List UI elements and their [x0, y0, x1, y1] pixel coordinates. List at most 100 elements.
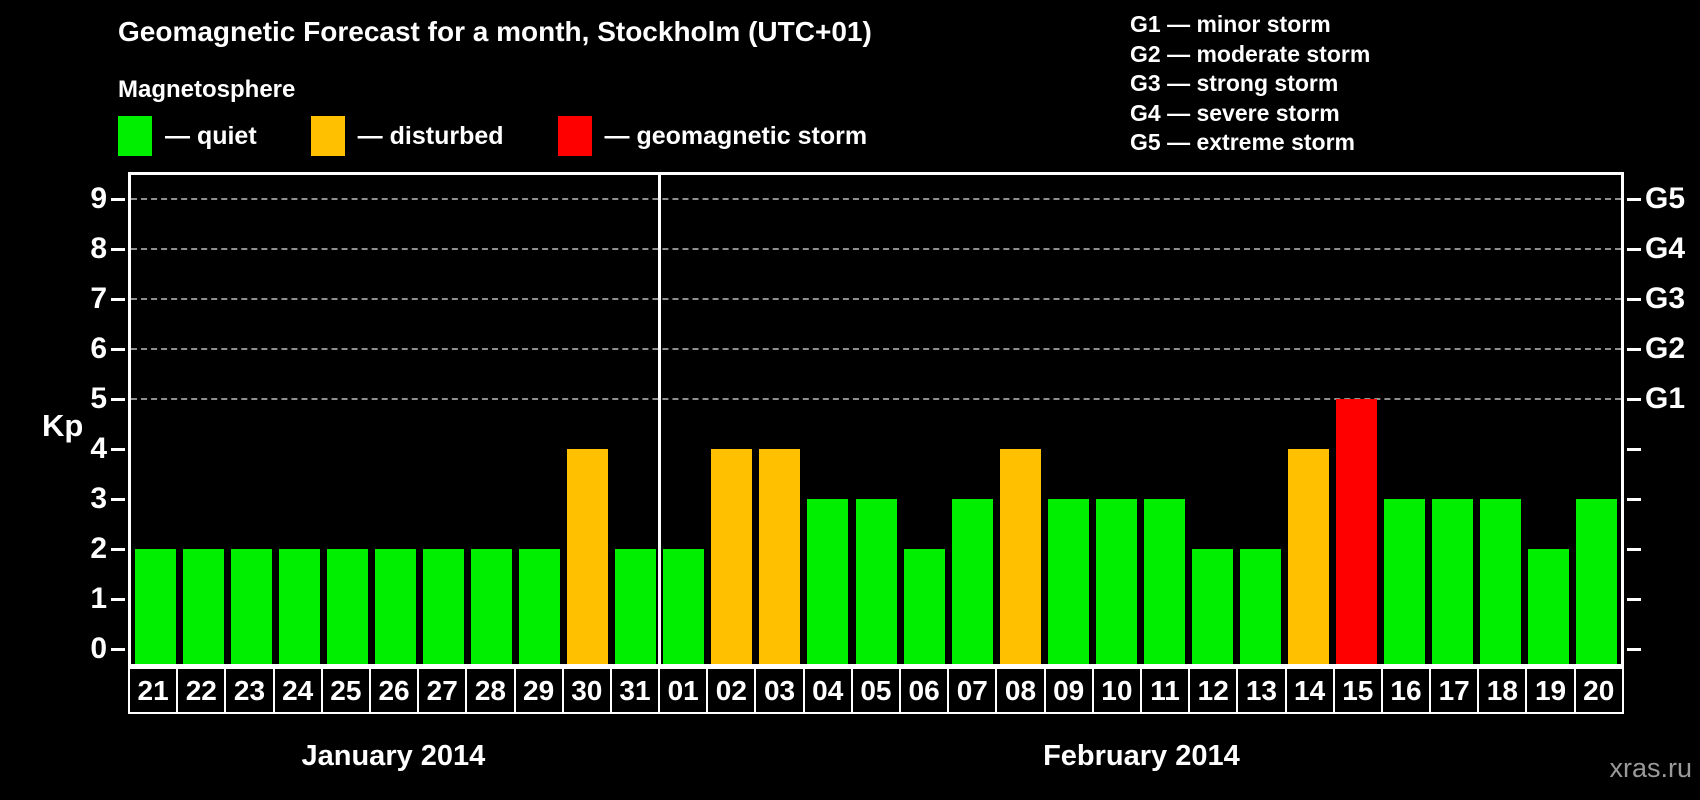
y-axis-label-6: 6 — [90, 332, 107, 365]
day-label-27: 27 — [417, 667, 468, 714]
g-scale-legend: G1 — minor storm G2 — moderate storm G3 … — [1130, 10, 1370, 158]
y-axis-title: Kp — [42, 408, 84, 443]
magnetosphere-legend-title: Magnetosphere — [118, 76, 296, 103]
day-label-07: 07 — [947, 667, 998, 714]
left-axis-tick — [111, 248, 125, 251]
g-legend-line-g4: G4 — severe storm — [1130, 99, 1340, 126]
y-axis-label-5: 5 — [90, 382, 107, 415]
day-label-10: 10 — [1091, 667, 1142, 714]
day-label-03: 03 — [754, 667, 805, 714]
kp-bar-01 — [663, 549, 705, 664]
day-label-09: 09 — [1043, 667, 1094, 714]
kp-bar-07 — [951, 499, 993, 664]
kp-bar-14 — [1288, 449, 1330, 664]
day-label-24: 24 — [272, 667, 323, 714]
day-label-25: 25 — [320, 667, 371, 714]
g-axis-label-g4: G4 — [1645, 232, 1686, 265]
kp-bar-11 — [1143, 499, 1185, 664]
kp-bar-17 — [1432, 499, 1474, 664]
left-axis-tick — [111, 548, 125, 551]
chart-title: Geomagnetic Forecast for a month, Stockh… — [118, 16, 872, 47]
kp-bar-13 — [1240, 549, 1282, 664]
y-axis-label-4: 4 — [90, 432, 107, 465]
kp-bar-22 — [182, 549, 224, 664]
day-label-20: 20 — [1573, 667, 1624, 714]
gridline-kp7 — [131, 298, 1621, 300]
day-label-28: 28 — [465, 667, 516, 714]
right-axis-tick — [1627, 598, 1641, 601]
legend-item-disturbed: — disturbed — [310, 116, 504, 156]
y-axis-label-0: 0 — [90, 632, 107, 665]
day-label-04: 04 — [802, 667, 853, 714]
right-axis-tick — [1627, 448, 1641, 451]
right-axis-tick — [1627, 298, 1641, 301]
legend-item-label: — quiet — [165, 121, 257, 150]
g-legend-line-g5: G5 — extreme storm — [1130, 129, 1355, 155]
kp-bar-27 — [422, 549, 464, 664]
day-label-16: 16 — [1380, 667, 1432, 714]
right-axis-tick — [1627, 548, 1641, 551]
left-axis-tick — [111, 348, 125, 351]
right-axis-tick — [1627, 348, 1641, 351]
kp-bar-29 — [519, 549, 561, 664]
legend-item-label: — geomagnetic storm — [604, 121, 868, 150]
day-label-14: 14 — [1284, 667, 1335, 714]
gridline-kp5 — [131, 398, 1621, 400]
legend-item-storm: — geomagnetic storm — [557, 116, 868, 156]
kp-bar-30 — [567, 449, 609, 664]
magnetosphere-legend: — quiet — disturbed — geomagnetic storm — [118, 116, 867, 156]
day-label-29: 29 — [513, 667, 564, 714]
right-axis-tick — [1627, 398, 1641, 401]
day-label-08: 08 — [995, 667, 1046, 714]
x-axis-day-labels: 21 22 23 24 25 26 27 28 29 30 31 01 02 03 04 05 06 07 08 09… — [128, 667, 1624, 714]
left-axis-tick — [111, 498, 125, 501]
kp-bar-16 — [1384, 499, 1426, 664]
g-axis-label-g3: G3 — [1645, 282, 1686, 315]
kp-bar-24 — [278, 549, 320, 664]
gridline-kp6 — [131, 348, 1621, 350]
day-label-17: 17 — [1429, 667, 1480, 714]
day-label-05: 05 — [850, 667, 901, 714]
kp-bar-03 — [759, 449, 801, 664]
left-axis-tick — [111, 448, 125, 451]
y-axis-label-9: 9 — [90, 182, 107, 215]
storm-color-swatch — [557, 116, 592, 156]
kp-bar-19 — [1528, 549, 1570, 664]
right-axis-tick — [1627, 498, 1641, 501]
day-label-15: 15 — [1332, 667, 1383, 714]
day-label-01: 01 — [658, 667, 709, 714]
legend-item-quiet: — quiet — [118, 116, 257, 156]
left-axis-tick — [111, 398, 125, 401]
y-axis-label-8: 8 — [90, 232, 107, 265]
day-label-31: 31 — [609, 667, 661, 714]
day-label-18: 18 — [1477, 667, 1528, 714]
gridline-kp8 — [131, 248, 1621, 250]
kp-bar-15 — [1336, 399, 1378, 664]
legend-item-label: — disturbed — [357, 121, 504, 150]
month-label-february: February 2014 — [1043, 740, 1240, 772]
plot-area: 0 1 2 3 4 5 6 7 8 9 G1 G2 G3 G4 G5 — [90, 172, 1685, 667]
day-label-23: 23 — [224, 667, 275, 714]
kp-bar-05 — [855, 499, 897, 664]
kp-bar-21 — [134, 549, 176, 664]
month-separator-line — [658, 175, 662, 664]
day-label-12: 12 — [1188, 667, 1239, 714]
y-axis-label-1: 1 — [90, 582, 107, 615]
quiet-color-swatch — [118, 116, 152, 156]
y-axis-label-7: 7 — [90, 282, 107, 315]
g-legend-line-g1: G1 — minor storm — [1130, 11, 1331, 37]
kp-bar-20 — [1576, 499, 1618, 664]
kp-bar-08 — [999, 449, 1041, 664]
kp-bar-02 — [711, 449, 753, 664]
right-axis-tick — [1627, 248, 1641, 251]
y-axis-label-2: 2 — [90, 532, 107, 565]
left-axis-tick — [111, 198, 125, 201]
kp-bar-26 — [374, 549, 416, 664]
g-axis-label-g5: G5 — [1645, 182, 1686, 215]
right-axis-tick — [1627, 198, 1641, 201]
kp-bar-28 — [470, 549, 512, 664]
day-label-06: 06 — [899, 667, 950, 714]
day-label-22: 22 — [176, 667, 227, 714]
kp-bar-18 — [1480, 499, 1522, 664]
y-axis-label-3: 3 — [90, 482, 107, 515]
